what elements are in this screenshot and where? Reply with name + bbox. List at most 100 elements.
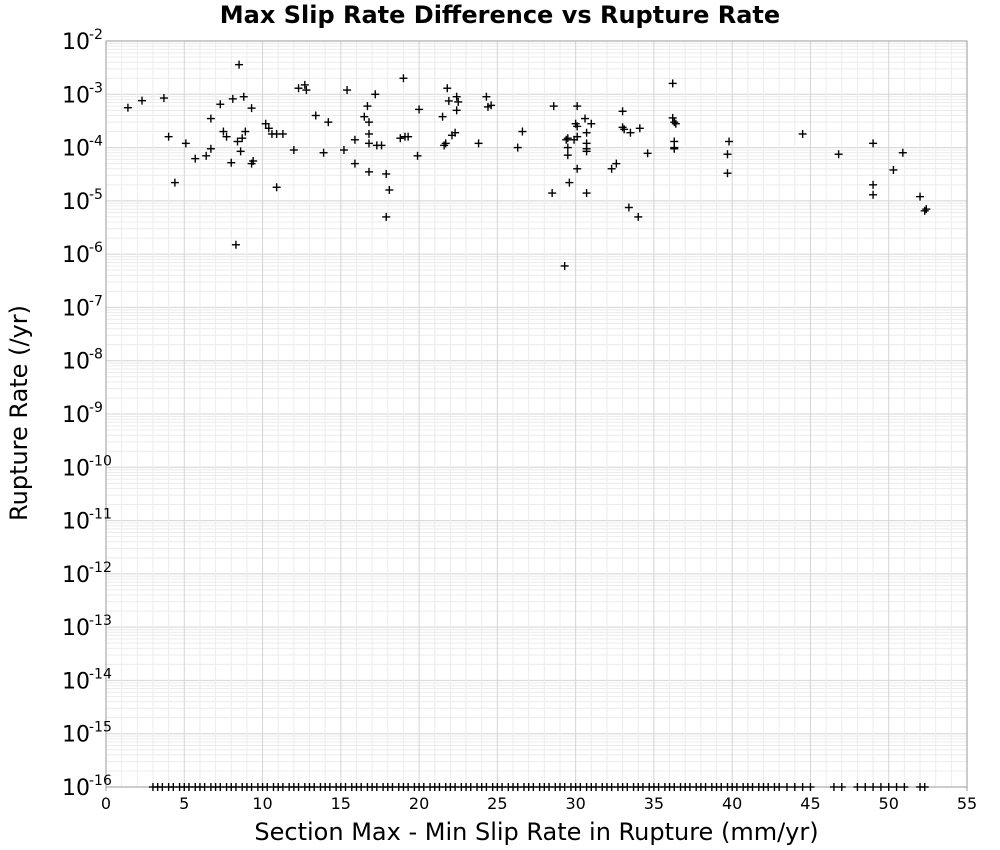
data-point	[415, 105, 424, 114]
data-point	[222, 132, 231, 141]
y-tick-label: 10	[62, 83, 90, 108]
data-point	[385, 185, 394, 194]
data-point	[233, 137, 242, 146]
data-point	[916, 192, 925, 201]
data-point	[236, 147, 245, 156]
data-point	[452, 92, 461, 101]
x-tick-labels: 0 5 10 15 20 25 30 35 40 45 50 55	[101, 787, 977, 813]
data-point	[191, 154, 200, 163]
data-point	[350, 135, 359, 144]
data-point	[562, 135, 571, 144]
data-point	[441, 139, 450, 148]
x-tick-label: 30	[565, 794, 585, 813]
data-point	[231, 240, 240, 249]
data-point	[582, 189, 591, 198]
data-point	[164, 132, 173, 141]
data-point	[377, 141, 386, 150]
data-point	[302, 86, 311, 95]
data-point	[170, 178, 179, 187]
chart-title: Max Slip Rate Difference vs Rupture Rate	[219, 1, 781, 29]
data-point	[723, 169, 732, 178]
y-tick-exponent: -7	[89, 293, 103, 309]
data-point	[311, 111, 320, 120]
x-tick-label: 15	[331, 794, 351, 813]
data-point	[837, 783, 846, 791]
data-point	[668, 79, 677, 88]
data-point	[549, 102, 558, 111]
y-tick-label: 10	[62, 296, 90, 321]
y-tick-exponent: -4	[89, 134, 103, 150]
data-point	[247, 104, 256, 113]
x-tick-label: 5	[179, 794, 189, 813]
data-point	[238, 134, 247, 143]
data-point	[869, 783, 878, 791]
y-tick-label: 10	[62, 350, 90, 375]
data-point	[889, 165, 898, 174]
data-point	[339, 146, 348, 155]
y-tick-exponent: -9	[89, 400, 103, 416]
data-point	[573, 122, 582, 131]
data-point	[587, 119, 596, 128]
data-point	[513, 143, 522, 152]
data-point	[573, 132, 582, 141]
data-point	[300, 80, 309, 89]
data-point	[404, 132, 413, 141]
y-tick-label: 10	[62, 243, 90, 268]
data-point	[671, 119, 680, 128]
data-point	[563, 151, 572, 160]
data-point	[670, 118, 679, 127]
data-point	[360, 112, 369, 121]
data-point	[922, 205, 931, 214]
data-point	[294, 84, 303, 93]
y-tick-exponent: -5	[89, 187, 103, 203]
data-point	[853, 783, 862, 791]
data-point	[876, 783, 885, 791]
y-tick-label: 10	[62, 563, 90, 588]
data-point	[216, 100, 225, 109]
x-tick-label: 50	[879, 794, 899, 813]
data-point	[607, 164, 616, 173]
data-point	[219, 127, 228, 136]
data-point	[364, 118, 373, 127]
x-tick-label: 0	[101, 794, 111, 813]
grid-lines	[105, 41, 968, 788]
data-point	[573, 102, 582, 111]
data-point	[582, 147, 591, 156]
data-point	[343, 86, 352, 95]
y-tick-exponent: -6	[89, 240, 103, 256]
data-point	[798, 129, 807, 138]
data-point	[227, 158, 236, 167]
data-point	[829, 783, 838, 791]
x-tick-label: 55	[957, 794, 977, 813]
data-point	[289, 146, 298, 155]
data-point	[474, 139, 483, 148]
x-tick-label: 35	[644, 794, 664, 813]
data-point	[563, 143, 572, 152]
data-point	[249, 156, 258, 165]
data-point	[443, 84, 452, 93]
data-point	[670, 144, 679, 153]
y-tick-exponent: -14	[89, 666, 112, 682]
data-point	[618, 123, 627, 132]
data-point	[582, 128, 591, 137]
data-point	[573, 164, 582, 173]
data-point	[235, 60, 244, 69]
y-tick-exponent: -16	[89, 773, 112, 789]
data-point	[900, 783, 909, 791]
data-point	[775, 783, 784, 791]
y-tick-label: 10	[62, 723, 90, 748]
y-tick-label: 10	[62, 456, 90, 481]
data-point	[382, 212, 391, 221]
data-point	[206, 144, 215, 153]
data-point	[278, 129, 287, 138]
y-tick-exponent: -8	[89, 347, 103, 363]
data-point	[869, 190, 878, 199]
data-point	[202, 151, 211, 160]
data-point	[518, 127, 527, 136]
y-tick-label: 10	[62, 190, 90, 215]
data-point	[626, 128, 635, 137]
y-tick-label: 10	[62, 403, 90, 428]
data-point	[834, 150, 843, 159]
data-point	[451, 128, 460, 137]
